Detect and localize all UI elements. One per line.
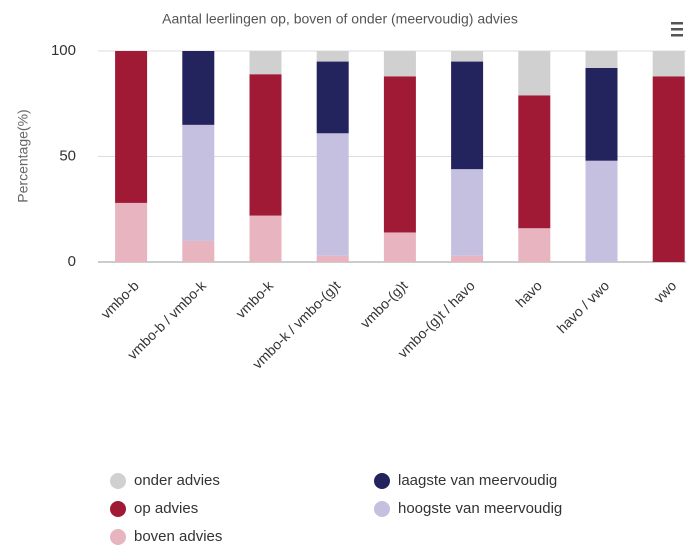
bar-segment <box>652 51 685 77</box>
x-tick-label: vmbo-k <box>232 277 276 321</box>
bar-segment <box>316 255 349 262</box>
menu-icon[interactable] <box>671 22 683 37</box>
chart-title: Aantal leerlingen op, boven of onder (me… <box>162 11 518 27</box>
bar-segment <box>451 255 484 262</box>
bar-segment <box>518 51 551 96</box>
legend-swatch <box>110 529 126 545</box>
y-tick-label: 0 <box>68 253 76 270</box>
bar-segment <box>316 51 349 62</box>
legend-swatch <box>374 501 390 517</box>
bar-segment <box>383 232 416 262</box>
bar-segment <box>451 61 484 170</box>
bar-segment <box>182 51 215 125</box>
x-tick-label: vmbo-(g)t <box>357 277 411 331</box>
bar-segment <box>249 74 282 216</box>
bar-segment <box>585 51 618 68</box>
legend-label: boven advies <box>134 528 222 545</box>
bar-segment <box>383 51 416 77</box>
legend-label: laagste van meervoudig <box>398 472 557 489</box>
bar-segment <box>316 133 349 256</box>
legend-label: op advies <box>134 500 198 517</box>
x-tick-label: vwo <box>651 277 680 306</box>
bar-segment <box>451 51 484 62</box>
bar-segment <box>316 61 349 134</box>
y-axis-label: Percentage(%) <box>15 109 31 202</box>
y-tick-label: 50 <box>59 147 76 164</box>
bar-segment <box>518 228 551 262</box>
bar-segment <box>249 51 282 75</box>
bar-segment <box>249 215 282 262</box>
x-tick-label: vmbo-b <box>98 277 142 321</box>
bar-segment <box>182 240 215 262</box>
legend-label: onder advies <box>134 472 220 489</box>
bar-segment <box>182 124 215 241</box>
legend-swatch <box>374 473 390 489</box>
legend-label: hoogste van meervoudig <box>398 500 562 517</box>
bar-segment <box>518 95 551 229</box>
bar-segment <box>383 76 416 233</box>
bar-segment <box>115 51 148 203</box>
bar-segment <box>451 169 484 256</box>
bar-segment <box>652 76 685 262</box>
bar-segment <box>115 202 148 262</box>
y-tick-label: 100 <box>51 42 76 59</box>
bar-segment <box>585 160 618 262</box>
x-tick-label: havo <box>512 277 545 310</box>
x-tick-label: havo / vwo <box>554 277 613 336</box>
legend-swatch <box>110 501 126 517</box>
bar-segment <box>585 67 618 161</box>
legend-swatch <box>110 473 126 489</box>
